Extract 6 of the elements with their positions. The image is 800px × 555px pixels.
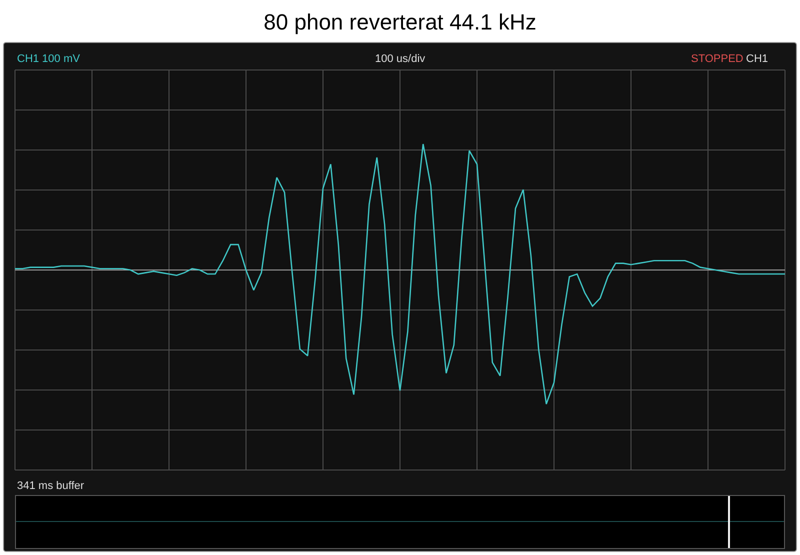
text: CH1 — [746, 53, 768, 65]
chart-title: 80 phon reverterat 44.1 kHz — [264, 10, 536, 35]
text: 341 ms buffer — [17, 480, 84, 492]
text: 100 us/div — [375, 53, 426, 65]
text: CH1 100 mV — [17, 53, 81, 65]
text: STOPPED — [691, 53, 744, 65]
